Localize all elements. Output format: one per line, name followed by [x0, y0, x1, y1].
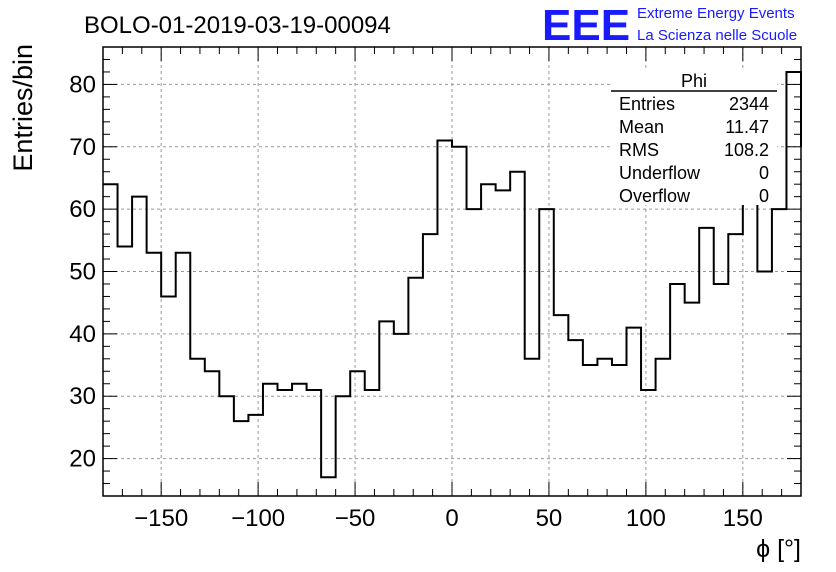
x-tick-label: −50	[335, 505, 376, 532]
histogram-bin	[321, 477, 336, 496]
histogram-bin	[627, 328, 642, 496]
histogram-bin	[510, 172, 525, 496]
x-tick-label: 50	[536, 505, 563, 532]
x-tick-label: −150	[134, 505, 188, 532]
histogram-bin	[685, 303, 700, 496]
histogram-bin	[307, 390, 322, 496]
histogram-bin	[437, 141, 452, 496]
histogram-bin	[423, 234, 438, 496]
y-tick-label: 50	[69, 259, 96, 286]
histogram-bin	[496, 190, 511, 496]
y-tick-label: 80	[69, 71, 96, 98]
stats-row-label: Overflow	[619, 186, 691, 206]
histogram-bin	[728, 234, 743, 496]
histogram-bin	[757, 272, 772, 497]
chart-title: BOLO-01-2019-03-19-00094	[84, 12, 391, 39]
histogram-bin	[365, 390, 380, 496]
histogram-bin	[539, 209, 554, 496]
stats-row-label: RMS	[619, 140, 659, 160]
histogram-bin	[656, 359, 671, 496]
stats-box-title: Phi	[681, 71, 707, 91]
histogram-bin	[176, 253, 191, 496]
logo-line-1: Extreme Energy Events	[637, 5, 795, 22]
histogram-outline	[103, 70, 802, 479]
histogram-bin	[219, 396, 234, 496]
histogram-bin	[147, 253, 162, 496]
plot-frame	[102, 46, 802, 497]
histogram-bin	[743, 203, 758, 496]
histogram-bin	[292, 384, 307, 496]
eee-logo: EEE Extreme Energy Events La Scienza nel…	[542, 1, 797, 50]
stats-box: Phi Entries 2344 Mean 11.47 RMS 108.2 Underflo…	[611, 68, 777, 206]
histogram-bin	[379, 321, 394, 496]
histogram-bin	[554, 315, 569, 496]
histogram-bin	[394, 334, 409, 496]
stats-row-value: 0	[759, 186, 769, 206]
histogram-bin	[118, 247, 133, 496]
histogram-bin	[583, 365, 598, 496]
y-tick-label: 40	[69, 321, 96, 348]
stats-box-rows: Entries 2344 Mean 11.47 RMS 108.2 Underflow 0 Ov…	[619, 94, 769, 206]
logo-mark: EEE	[542, 1, 630, 50]
histogram-bin	[190, 359, 205, 496]
tick-labels: −150 −100 −50 0 50 100 150 20 30 40 50 60 70 80	[69, 71, 763, 532]
y-tick-label: 60	[69, 196, 96, 223]
histogram-bin	[699, 228, 714, 496]
x-tick-label: −100	[231, 505, 285, 532]
histogram-bin	[714, 284, 729, 496]
y-tick-label: 70	[69, 134, 96, 161]
histogram-bin	[161, 296, 176, 496]
histogram-bin	[786, 72, 801, 496]
histogram-bin	[263, 384, 278, 496]
histogram-bin	[350, 371, 365, 496]
stats-row-value: 108.2	[724, 140, 769, 160]
histogram-bin	[278, 390, 293, 496]
x-axis-label: ϕ [°]	[756, 535, 801, 563]
x-tick-label: 100	[626, 505, 666, 532]
histogram-bin	[481, 184, 496, 496]
histogram-bin	[103, 184, 118, 496]
stats-row-value: 2344	[729, 94, 769, 114]
stats-row-value: 0	[759, 163, 769, 183]
histogram-bin	[132, 197, 147, 496]
histogram-bin	[568, 340, 583, 496]
histogram-bin	[772, 209, 787, 496]
x-tick-label: 0	[445, 505, 458, 532]
y-tick-label: 20	[69, 446, 96, 473]
histogram-bin	[597, 359, 612, 496]
stats-row-label: Underflow	[619, 163, 701, 183]
histogram-bin	[670, 284, 685, 496]
histogram-bin	[336, 396, 351, 496]
histogram-bin	[248, 415, 263, 496]
histogram-bin	[205, 371, 220, 496]
histogram-bin	[234, 421, 249, 496]
stats-row-label: Mean	[619, 117, 664, 137]
y-tick-label: 30	[69, 383, 96, 410]
y-axis-label: Entries/bin	[8, 44, 38, 172]
stats-row-value: 11.47	[725, 117, 769, 137]
histogram-bin	[612, 365, 627, 496]
histogram-bin	[467, 209, 482, 496]
histogram-bin	[452, 147, 467, 496]
histogram-bin	[641, 390, 656, 496]
x-tick-label: 150	[723, 505, 763, 532]
stats-row-label: Entries	[619, 94, 675, 114]
histogram-bin	[525, 359, 540, 496]
histogram-bin	[408, 278, 423, 496]
logo-line-2: La Scienza nelle Scuole	[637, 27, 797, 44]
